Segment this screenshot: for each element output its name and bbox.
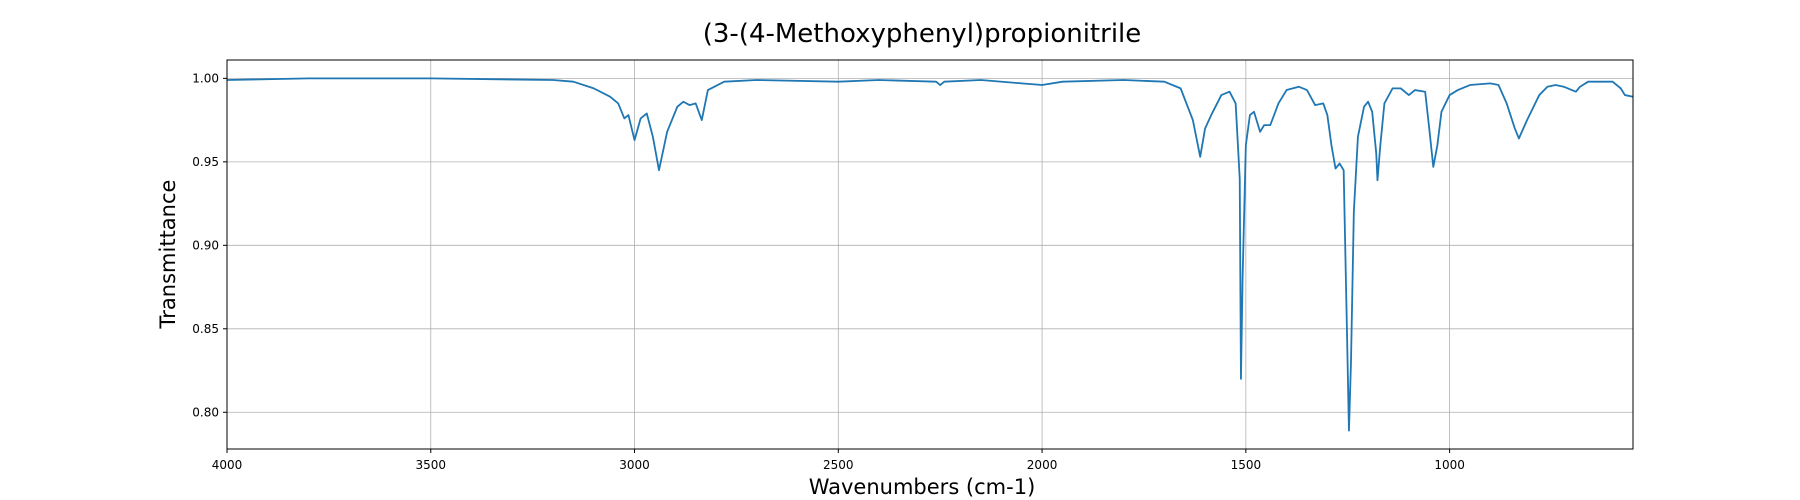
- x-tick-label: 2500: [823, 458, 854, 472]
- x-tick-label: 1000: [1434, 458, 1465, 472]
- x-tick-label: 1500: [1231, 458, 1262, 472]
- y-tick-label: 0.90: [192, 238, 219, 252]
- plot-frame: [226, 59, 1634, 450]
- x-tick-label: 3000: [619, 458, 650, 472]
- y-tick-label: 0.80: [192, 405, 219, 419]
- y-axis-label: Transmittance: [156, 180, 180, 330]
- y-tick-label: 1.00: [192, 71, 219, 85]
- x-tick-label: 4000: [212, 458, 243, 472]
- x-axis-label: Wavenumbers (cm-1): [809, 475, 1036, 499]
- y-tick-label: 0.85: [192, 322, 219, 336]
- x-tick-label: 2000: [1027, 458, 1058, 472]
- y-tick-label: 0.95: [192, 155, 219, 169]
- spectrum-line: [226, 77, 1634, 432]
- x-tick-label: 3500: [415, 458, 446, 472]
- chart-title: (3-(4-Methoxyphenyl)propionitrile: [703, 19, 1142, 49]
